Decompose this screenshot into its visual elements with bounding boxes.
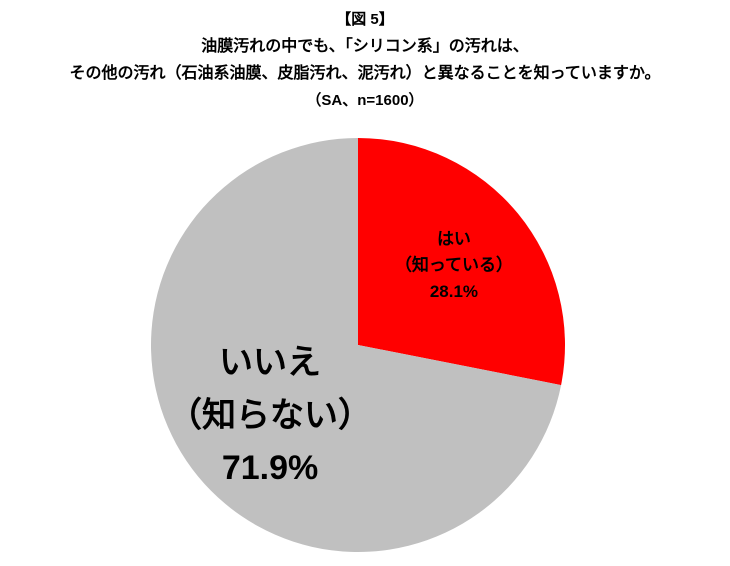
chart-subtitle: （SA、n=1600）	[306, 91, 423, 109]
pie-slice	[358, 138, 565, 386]
slice-label: いいえ	[219, 344, 321, 382]
value-label: 71.9%	[222, 449, 318, 487]
pie-slice	[150, 138, 562, 552]
chart-title: 油膜汚れの中でも、「シリコン系」の汚れは、	[201, 36, 529, 55]
chart-title: 【図 5】	[336, 10, 394, 28]
slice-label: （知っている）	[395, 255, 513, 275]
slice-label: （知らない）	[168, 395, 372, 434]
slice-label: はい	[437, 229, 471, 248]
value-label: 28.1%	[430, 282, 478, 301]
chart-title: その他の汚れ（石油系油膜、皮脂汚れ、泥汚れ）と異なることを知っていますか。	[69, 63, 660, 82]
